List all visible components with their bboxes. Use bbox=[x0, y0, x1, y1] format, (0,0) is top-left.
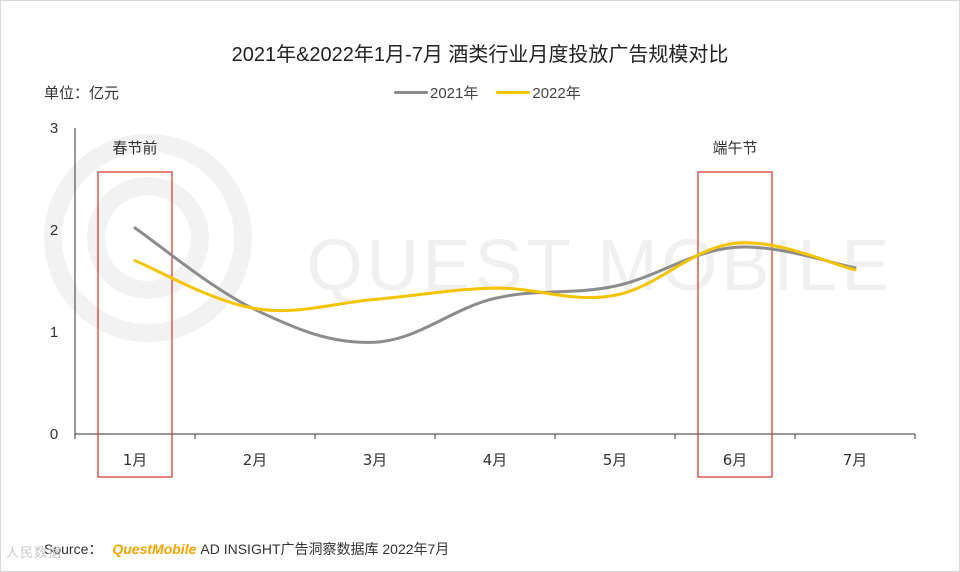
watermark-ring-outer bbox=[44, 134, 252, 342]
x-tick-label: 6月 bbox=[723, 451, 748, 469]
legend-label-2022: 2022年 bbox=[532, 85, 581, 102]
legend-swatch-2022 bbox=[496, 91, 531, 94]
source-prefix: Source： bbox=[44, 541, 103, 557]
corner-watermark: 人民数据 bbox=[6, 545, 63, 560]
source-line: Source： QuestMobile AD INSIGHT广告洞察数据库 2022… bbox=[44, 539, 449, 559]
source-suffix: AD INSIGHT广告洞察数据库 2022年7月 bbox=[200, 541, 450, 557]
legend-item-2022: 2022年 bbox=[496, 82, 581, 103]
x-tick-label: 1月 bbox=[123, 451, 148, 469]
x-tick-label: 2月 bbox=[243, 451, 268, 469]
unit-label: 单位：亿元 bbox=[44, 85, 120, 102]
y-tick-label: 1 bbox=[50, 324, 58, 341]
watermark-ring-inner bbox=[87, 177, 209, 299]
legend-swatch-2021 bbox=[394, 91, 428, 94]
questmobile-logo: QuestMobile bbox=[112, 541, 197, 557]
x-tick-label: 3月 bbox=[363, 451, 388, 469]
x-tick-label: 5月 bbox=[603, 451, 628, 469]
chart-title: 2021年&2022年1月-7月 酒类行业月度投放广告规模对比 bbox=[231, 44, 729, 66]
highlight-label: 春节前 bbox=[112, 139, 157, 157]
highlight-label: 端午节 bbox=[712, 139, 757, 157]
legend-label-2021: 2021年 bbox=[430, 85, 479, 102]
highlight-box bbox=[697, 171, 773, 478]
series-line-2022 bbox=[133, 241, 857, 313]
watermark-text: QUEST MOBILE bbox=[307, 226, 894, 306]
y-tick-label: 3 bbox=[50, 120, 58, 137]
y-tick-label: 0 bbox=[50, 426, 58, 443]
y-tick-label: 2 bbox=[50, 222, 58, 239]
legend: 2021年 2022年 bbox=[394, 82, 599, 103]
x-tick-label: 7月 bbox=[843, 451, 868, 469]
highlight-box bbox=[97, 171, 173, 478]
legend-item-2021: 2021年 bbox=[394, 82, 478, 103]
x-tick-label: 4月 bbox=[483, 451, 508, 469]
